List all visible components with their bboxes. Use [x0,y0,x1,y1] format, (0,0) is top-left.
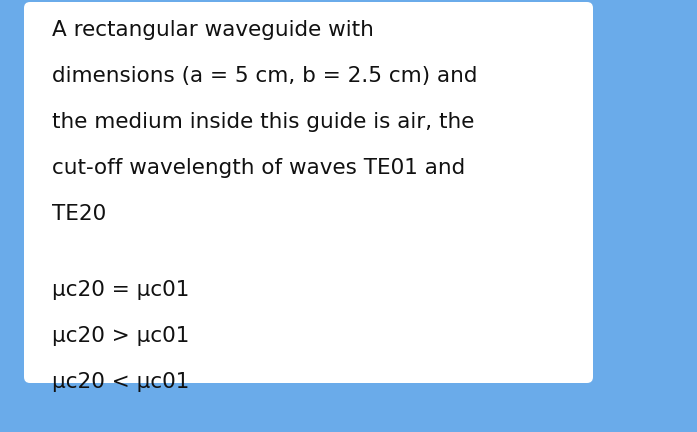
Text: μc20 > μc01: μc20 > μc01 [52,326,190,346]
FancyBboxPatch shape [24,2,593,383]
Text: the medium inside this guide is air, the: the medium inside this guide is air, the [52,112,475,132]
Text: TE20: TE20 [52,204,106,224]
Text: A rectangular waveguide with: A rectangular waveguide with [52,20,374,40]
Text: μc20 = μc01: μc20 = μc01 [52,280,190,300]
Text: μc20 < μc01: μc20 < μc01 [52,372,190,392]
Text: cut-off wavelength of waves TE01 and: cut-off wavelength of waves TE01 and [52,158,466,178]
Text: dimensions (a = 5 cm, b = 2.5 cm) and: dimensions (a = 5 cm, b = 2.5 cm) and [52,66,477,86]
